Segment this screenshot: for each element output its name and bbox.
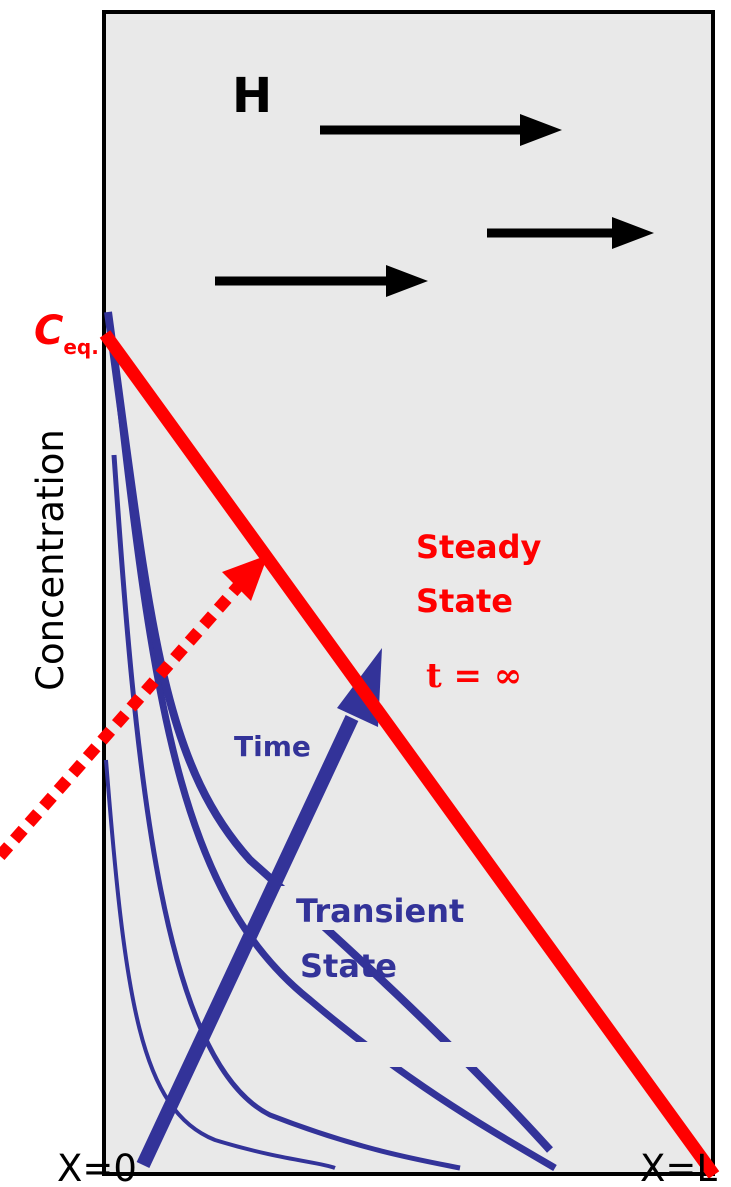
transient-curve-4 [104,311,553,1153]
field-label: H [232,68,272,124]
transient-label-line1: Transient [296,892,464,930]
field-arrow-3-head [386,265,428,297]
field-arrow-2-head [612,217,654,249]
transient-label-gap-1 [268,886,544,930]
field-arrow-1-head [520,114,562,146]
transient-curve-2 [111,454,461,1171]
y-axis-label: Concentration [29,429,72,691]
transient-curve-3 [114,384,557,1172]
transient-label-gap-2 [268,1042,492,1067]
steady-state-line [99,330,720,1179]
dotted-arrow [0,555,268,860]
steady-time-label: t = ∞ [426,656,522,696]
c-eq-sub: eq. [63,335,98,359]
steady-label-line2: State [416,582,513,620]
time-label: Time [234,730,311,763]
panel-background [102,10,715,1176]
c-eq-label: Ceq. [34,308,99,359]
field-arrows [215,114,654,297]
transient-label-line2: State [300,947,397,985]
x-start-label: X=0 [57,1147,137,1187]
steady-label-line1: Steady [416,528,542,566]
transient-curve-1 [104,759,336,1170]
x-end-label: X=L [640,1147,717,1187]
c-eq-main: C [34,308,63,354]
